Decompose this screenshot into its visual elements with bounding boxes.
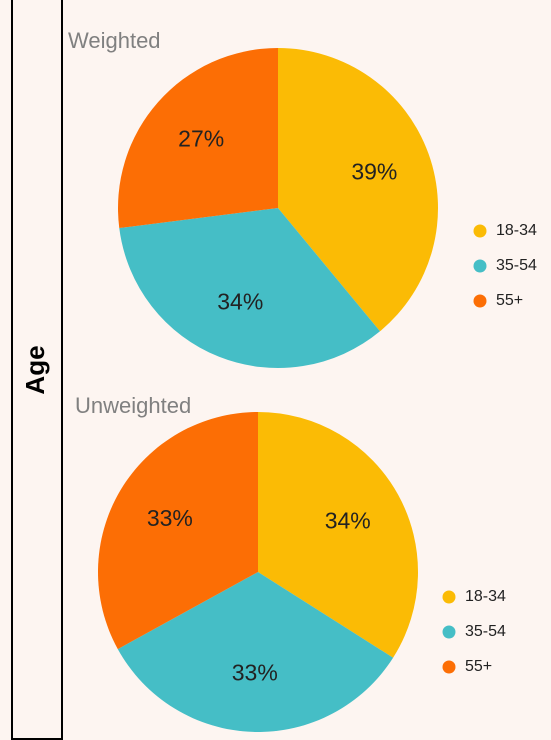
pie-slice [258, 412, 418, 658]
legend-label: 55+ [496, 292, 523, 309]
side-box [11, 0, 63, 740]
chart-title: Weighted [68, 28, 161, 53]
slice-label: 33% [232, 659, 278, 685]
slice-label: 39% [351, 158, 397, 184]
pie-slice [98, 412, 259, 650]
legend-label: 35-54 [465, 623, 506, 640]
legend-marker [442, 660, 456, 674]
pie-slice [119, 208, 380, 368]
pie-slice [278, 48, 438, 332]
slice-label: 34% [217, 288, 263, 314]
slice-label: 33% [147, 505, 193, 531]
legend-marker [473, 224, 487, 238]
slice-label: 27% [178, 125, 224, 151]
legend-marker [473, 294, 487, 308]
slice-label: 34% [325, 508, 371, 534]
chart-title: Unweighted [75, 393, 191, 418]
legend-label: 55+ [465, 658, 492, 675]
legend-marker [442, 625, 456, 639]
pie-slice [118, 48, 278, 229]
pie-slice [117, 572, 394, 733]
legend-label: 18-34 [465, 588, 506, 605]
legend-marker [442, 590, 456, 604]
panel-label: Age [20, 345, 50, 394]
legend-marker [473, 259, 487, 273]
legend-label: 35-54 [496, 257, 537, 274]
legend-label: 18-34 [496, 222, 537, 239]
